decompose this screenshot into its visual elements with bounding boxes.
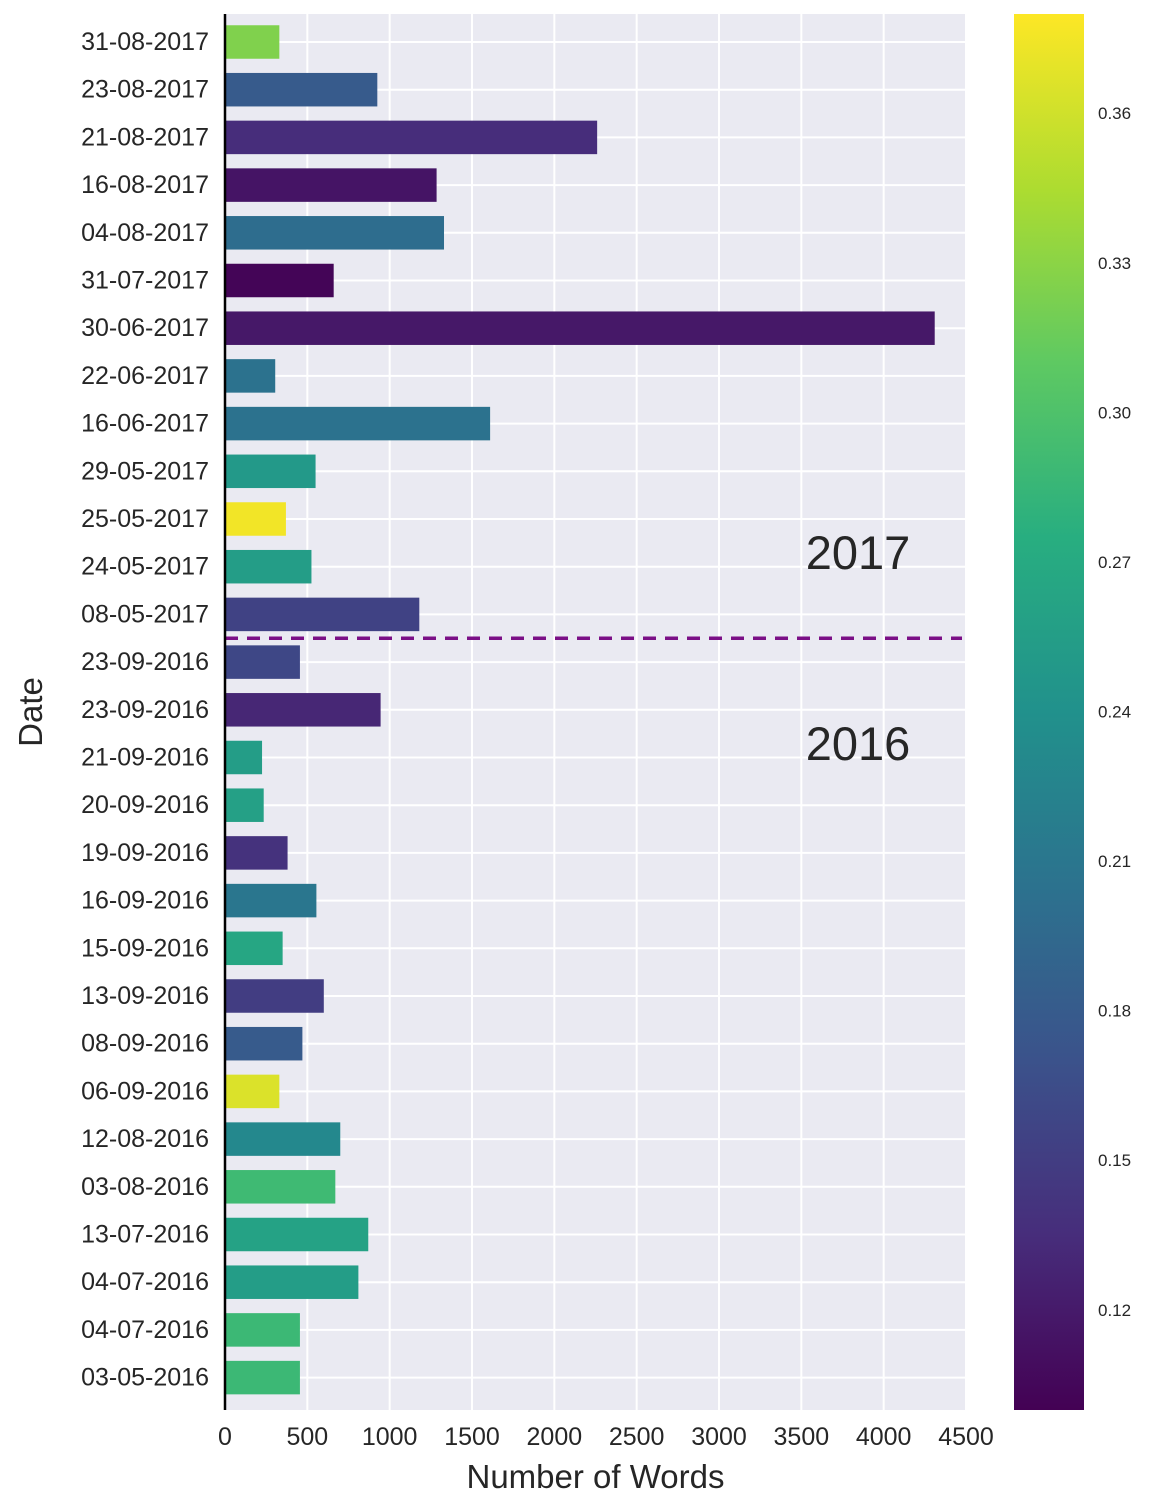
bar bbox=[225, 263, 334, 298]
bar bbox=[225, 979, 324, 1013]
y-tick-label: 03-08-2016 bbox=[81, 1173, 209, 1201]
x-tick-label: 500 bbox=[286, 1423, 328, 1451]
y-tick-label: 25-05-2017 bbox=[81, 505, 209, 533]
colorbar-tick-label: 0.27 bbox=[1098, 553, 1131, 572]
bar bbox=[225, 406, 491, 441]
bar bbox=[225, 216, 445, 250]
bar bbox=[225, 1265, 359, 1299]
colorbar-tick-label: 0.24 bbox=[1098, 703, 1131, 722]
bar bbox=[225, 502, 286, 536]
y-tick-label: 13-07-2016 bbox=[81, 1221, 209, 1249]
x-tick-label: 0 bbox=[218, 1423, 232, 1451]
bar bbox=[225, 168, 437, 202]
y-tick-label: 12-08-2016 bbox=[81, 1125, 209, 1153]
x-tick-label: 3000 bbox=[691, 1423, 747, 1451]
y-tick-label: 24-05-2017 bbox=[81, 553, 209, 581]
bar bbox=[225, 25, 280, 59]
y-tick-label: 30-06-2017 bbox=[81, 314, 209, 342]
bar bbox=[225, 1217, 369, 1252]
y-tick-label: 04-07-2016 bbox=[81, 1316, 209, 1344]
bar bbox=[225, 311, 935, 345]
bar bbox=[225, 1313, 300, 1347]
x-tick-label: 4000 bbox=[856, 1423, 912, 1451]
bar bbox=[225, 931, 283, 966]
colorbar-tick-label: 0.15 bbox=[1098, 1151, 1131, 1170]
colorbar-tick-label: 0.30 bbox=[1098, 403, 1131, 422]
bar bbox=[225, 883, 317, 918]
x-tick-label: 4500 bbox=[938, 1423, 994, 1451]
bar bbox=[225, 645, 300, 679]
x-tick-label: 3500 bbox=[774, 1423, 830, 1451]
y-tick-label: 16-09-2016 bbox=[81, 887, 209, 915]
x-tick-label: 1000 bbox=[362, 1423, 418, 1451]
y-axis-label: Date bbox=[12, 677, 49, 747]
y-tick-label: 06-09-2016 bbox=[81, 1077, 209, 1105]
y-tick-label: 04-08-2017 bbox=[81, 219, 209, 247]
y-tick-label: 31-07-2017 bbox=[81, 267, 209, 295]
x-tick-label: 2000 bbox=[527, 1423, 583, 1451]
bar bbox=[225, 359, 276, 393]
y-tick-label: 15-09-2016 bbox=[81, 934, 209, 962]
x-tick-label: 1500 bbox=[444, 1423, 500, 1451]
bar bbox=[225, 693, 381, 727]
bar bbox=[225, 454, 316, 489]
y-tick-label: 08-09-2016 bbox=[81, 1030, 209, 1058]
y-tick-label: 20-09-2016 bbox=[81, 791, 209, 819]
y-tick-label: 16-08-2017 bbox=[81, 171, 209, 199]
y-tick-label: 22-06-2017 bbox=[81, 362, 209, 390]
y-tick-label: 23-08-2017 bbox=[81, 76, 209, 104]
bar bbox=[225, 72, 378, 107]
bars bbox=[225, 25, 935, 1395]
y-tick-label: 29-05-2017 bbox=[81, 457, 209, 485]
bar bbox=[225, 1074, 280, 1109]
bar bbox=[225, 120, 598, 155]
colorbar-tick-label: 0.18 bbox=[1098, 1002, 1131, 1021]
x-tick-label: 2500 bbox=[609, 1423, 665, 1451]
colorbar-tick-label: 0.12 bbox=[1098, 1301, 1131, 1320]
y-tick-label: 21-08-2017 bbox=[81, 123, 209, 151]
colorbar-tick-label: 0.33 bbox=[1098, 254, 1131, 273]
bar bbox=[225, 1122, 341, 1156]
colorbar bbox=[1014, 14, 1084, 1410]
y-tick-label: 21-09-2016 bbox=[81, 744, 209, 772]
y-tick-label: 23-09-2016 bbox=[81, 696, 209, 724]
colorbar-tick-label: 0.36 bbox=[1098, 104, 1131, 123]
colorbar-tick-label: 0.21 bbox=[1098, 852, 1131, 871]
bar bbox=[225, 549, 312, 584]
y-tick-label: 23-09-2016 bbox=[81, 648, 209, 676]
bar bbox=[225, 740, 263, 775]
y-tick-label: 16-06-2017 bbox=[81, 410, 209, 438]
annotation-2017: 2017 bbox=[806, 526, 911, 579]
y-tick-label: 03-05-2016 bbox=[81, 1364, 209, 1392]
y-tick-label: 08-05-2017 bbox=[81, 600, 209, 628]
y-tick-label: 31-08-2017 bbox=[81, 28, 209, 56]
bar bbox=[225, 1360, 300, 1395]
colorbar-tick-labels: 0.12 0.15 0.18 0.21 0.24 0.27 0.30 0.33 0.36 bbox=[1098, 104, 1131, 1320]
y-tick-label: 13-09-2016 bbox=[81, 982, 209, 1010]
bar bbox=[225, 1170, 336, 1204]
bar bbox=[225, 1026, 303, 1061]
x-tick-labels: 0 500 1000 1500 2000 2500 3000 3500 4000 4500 bbox=[218, 1423, 994, 1451]
bar bbox=[225, 597, 420, 632]
y-tick-label: 04-07-2016 bbox=[81, 1268, 209, 1296]
x-axis-label: Number of Words bbox=[467, 1458, 725, 1495]
y-tick-labels: 31-08-2017 23-08-2017 21-08-2017 16-08-2017… bbox=[81, 28, 209, 1392]
bar bbox=[225, 788, 264, 822]
annotation-2016: 2016 bbox=[806, 717, 911, 770]
y-tick-label: 19-09-2016 bbox=[81, 839, 209, 867]
bar bbox=[225, 836, 288, 870]
